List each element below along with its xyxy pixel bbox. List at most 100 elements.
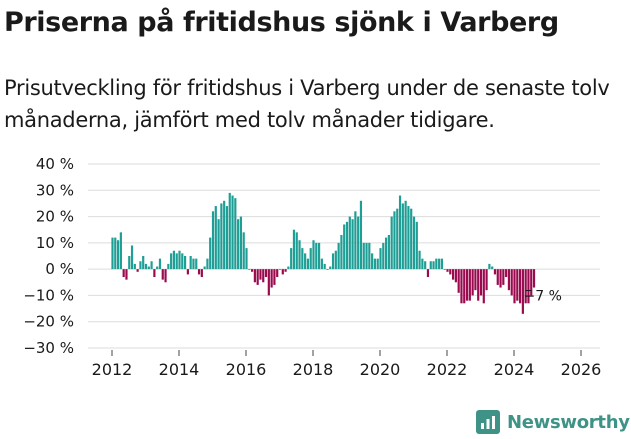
bar [153,269,156,278]
newsworthy-logo-icon [476,410,500,434]
bar [248,269,251,270]
bar [485,269,488,291]
bar [530,269,533,296]
bar [161,269,164,280]
bar [412,216,416,270]
bar [133,263,136,270]
bar [309,248,312,270]
bar [510,269,513,296]
bar [128,256,131,270]
chart-title: Priserna på fritidshus sjönk i Varberg [4,7,559,38]
x-tick-label: 2012 [92,360,133,379]
y-axis-labels: 40 % 30 % 20 % 10 % 0 % −10 % −20 % −30 % [23,155,74,357]
bar [284,269,287,272]
bar [242,232,245,270]
x-tick-label: 2014 [159,360,200,379]
bar [479,269,483,296]
bar [186,269,189,275]
bar [276,269,279,278]
bar [524,269,527,304]
bar [373,258,377,270]
bar [410,208,413,270]
bar [234,198,237,270]
bar [465,269,469,301]
y-tick-label: 40 % [36,155,74,173]
bar [329,266,332,270]
bar [262,269,265,283]
y-tick-label: 0 % [45,260,74,278]
bar [438,258,441,270]
bar [306,258,310,270]
bar [231,195,234,270]
bar [270,269,273,288]
bar [217,219,220,270]
bar [496,269,499,285]
bar [170,253,173,270]
bar [326,269,329,270]
bars [111,192,536,314]
bar [463,269,466,304]
bar [331,253,335,270]
bar [516,269,519,301]
x-tick-label: 2018 [293,360,334,379]
bar [393,211,396,270]
bar [457,269,460,293]
bar [295,232,298,270]
bar [203,266,206,270]
bar [507,269,511,291]
bar [398,195,402,270]
bar [192,258,195,270]
bar [167,263,170,270]
bar [421,258,424,270]
bar [136,269,139,272]
bar [158,258,162,270]
bar [245,248,248,270]
annotations: −7 % [524,289,562,305]
bar [239,216,243,270]
bar [264,269,268,278]
y-tick-label: 30 % [36,181,74,199]
y-tick-label: 10 % [36,234,74,252]
y-tick-label: −10 % [23,286,74,304]
bar [292,229,296,270]
bar [253,269,256,283]
bar [256,269,259,285]
bar [451,269,455,280]
bar [368,242,371,270]
bar [432,261,435,270]
bar [172,250,176,270]
bar [424,261,427,270]
bar [435,258,438,270]
bar [237,219,240,270]
bar [390,216,393,270]
bar [401,203,404,270]
bar [320,258,323,270]
bar [532,269,536,288]
bar [147,266,150,270]
bar [454,269,457,283]
bar [156,266,159,270]
bar [211,211,215,270]
bar [287,266,290,270]
bar [317,242,321,270]
bar [337,242,340,270]
bar [334,250,337,270]
bar [527,269,530,304]
bar [505,269,508,278]
bar [404,200,407,270]
y-tick-label: −30 % [23,339,74,357]
bar [354,211,357,270]
bar [298,240,301,270]
bar [214,206,217,270]
bar [387,234,390,270]
bar [281,269,284,275]
bar [379,248,382,270]
bar [359,200,363,270]
bar [493,269,497,275]
bar [460,269,463,304]
bar [365,242,368,270]
bar [122,269,125,278]
bar [502,269,505,285]
bar [323,263,326,270]
bar [312,240,315,270]
